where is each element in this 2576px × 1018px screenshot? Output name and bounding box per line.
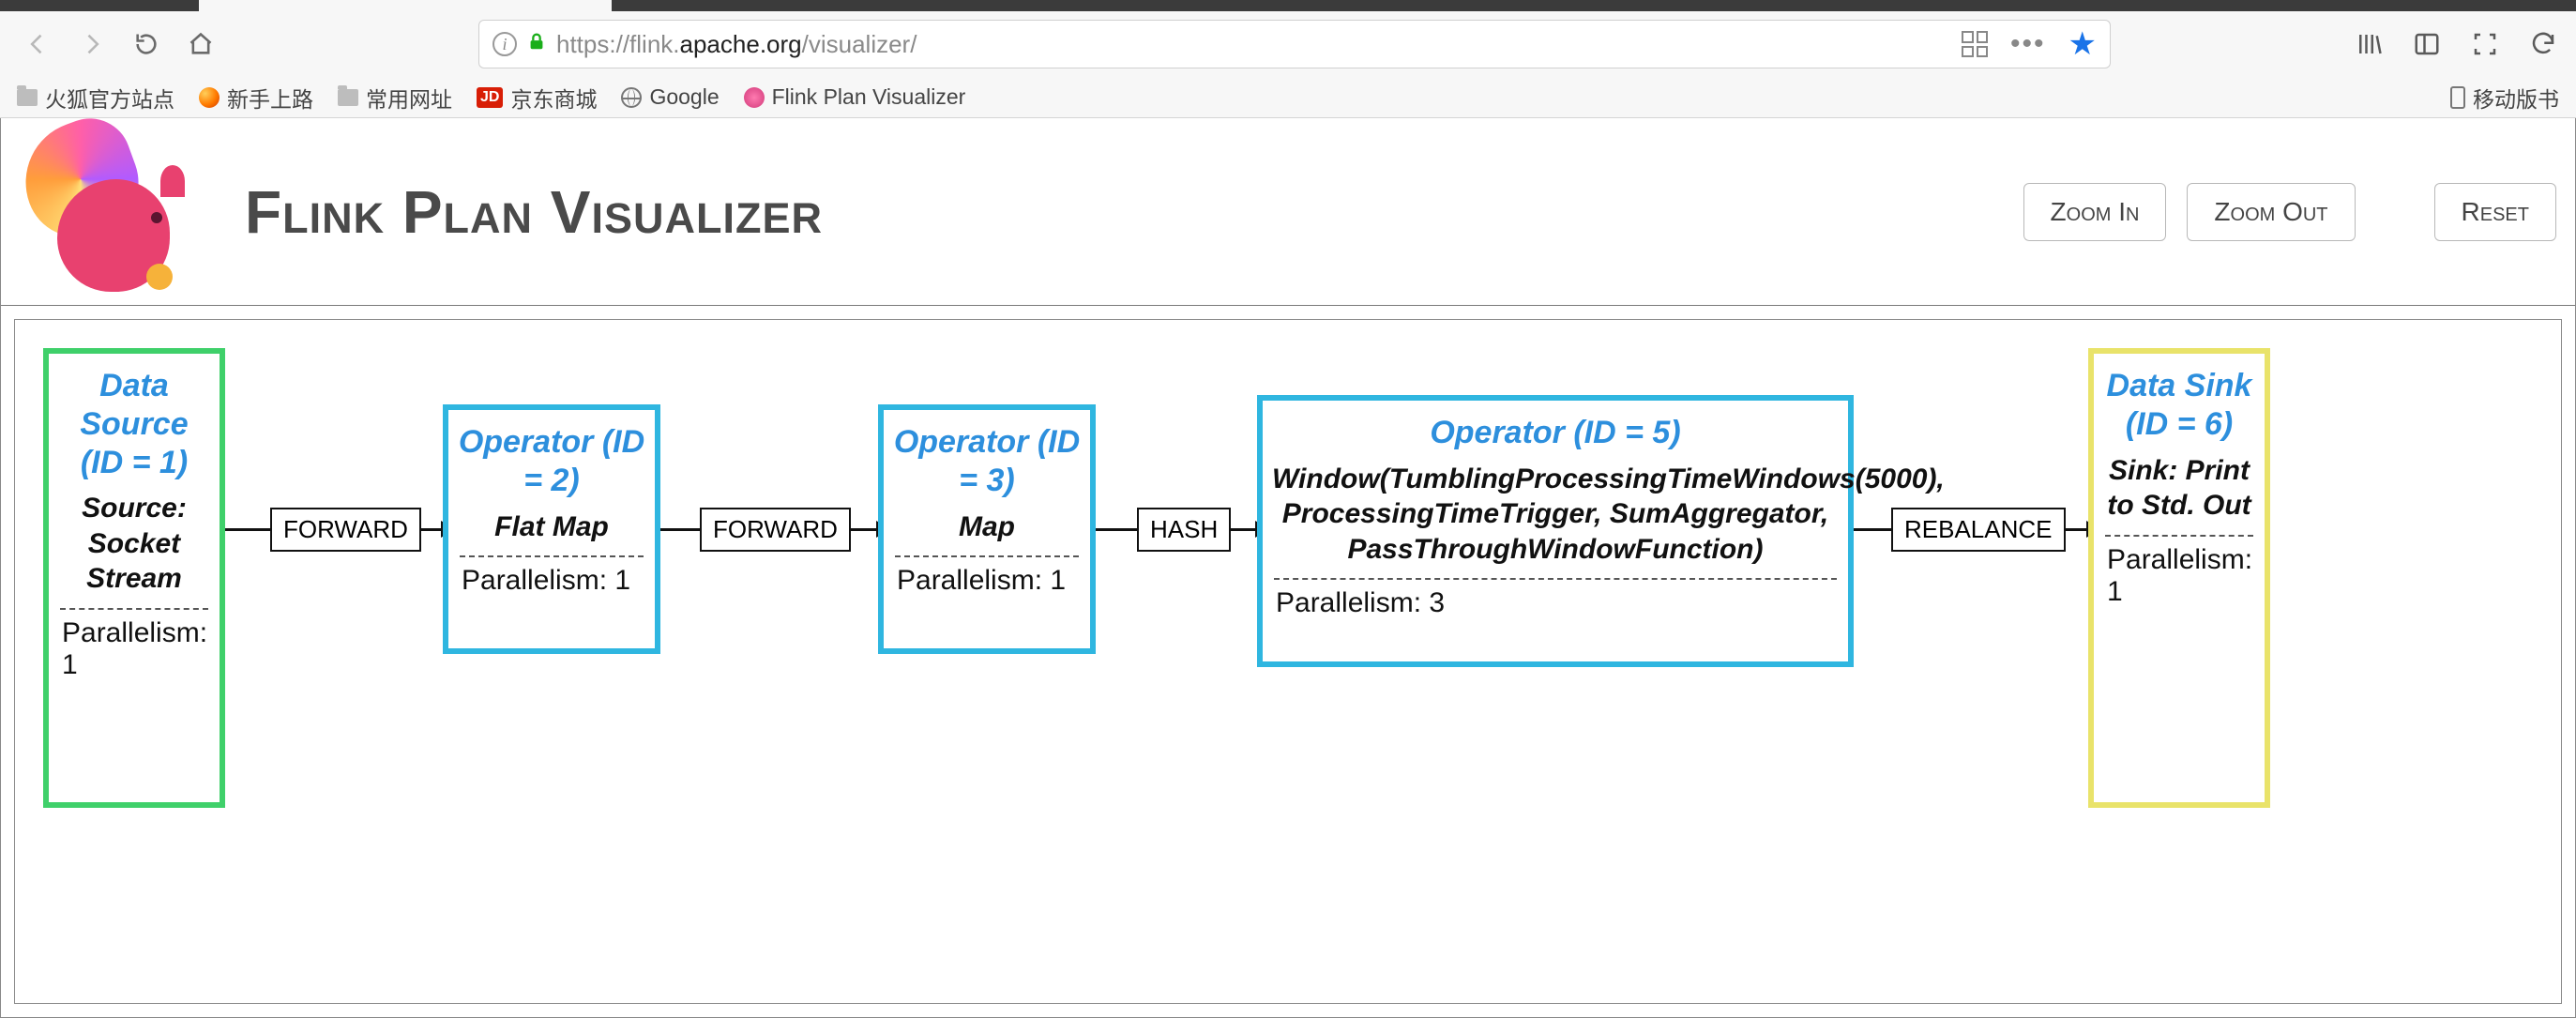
globe-icon: [621, 87, 642, 108]
node-description: Window(TumblingProcessingTimeWindows(500…: [1272, 462, 1839, 568]
node-parallelism: Parallelism: 1: [893, 565, 1081, 597]
flink-favicon-icon: [744, 87, 765, 108]
page-header: Flink Plan Visualizer Zoom In Zoom Out R…: [1, 118, 2575, 306]
sidebar-icon[interactable]: [2411, 28, 2443, 60]
qr-icon[interactable]: [1962, 31, 1988, 57]
bookmark-item[interactable]: 火狐官方站点: [17, 82, 174, 114]
home-button[interactable]: [180, 23, 221, 65]
folder-icon: [338, 89, 358, 106]
node-title: Data Sink (ID = 6): [2103, 367, 2255, 444]
node-description: Sink: Print to Std. Out: [2103, 453, 2255, 524]
plan-node-n6[interactable]: Data Sink (ID = 6) Sink: Print to Std. Ou…: [2088, 348, 2270, 808]
jd-icon: JD: [477, 87, 503, 108]
edge-label: FORWARD: [270, 508, 421, 552]
divider: [895, 555, 1079, 557]
plan-node-n1[interactable]: Data Source (ID = 1)Source: Socket Strea…: [43, 348, 225, 808]
lock-icon: [526, 30, 547, 59]
node-parallelism: Parallelism: 1: [458, 565, 645, 597]
page-content: Flink Plan Visualizer Zoom In Zoom Out R…: [0, 118, 2576, 1018]
node-description: Flat Map: [458, 509, 645, 545]
divider: [2105, 535, 2253, 537]
reset-button[interactable]: Reset: [2434, 183, 2556, 241]
browser-toolbar: i https://flink.apache.org/visualizer/ •…: [0, 11, 2576, 77]
mobile-bookmarks-label: 移动版书: [2473, 82, 2559, 114]
page-actions-icon[interactable]: •••: [2010, 28, 2046, 60]
divider: [60, 608, 208, 610]
flink-logo: [20, 123, 207, 301]
plan-canvas[interactable]: FORWARD FORWARD HASH REBALANCE Data Source (…: [14, 319, 2562, 1004]
bookmark-label: Flink Plan Visualizer: [772, 84, 966, 110]
bookmarks-bar: 火狐官方站点 新手上路 常用网址 JD 京东商城 Google Flink Plan Vis…: [0, 77, 2576, 118]
phone-icon: [2450, 86, 2465, 109]
folder-icon: [17, 89, 38, 106]
screenshot-icon[interactable]: [2469, 28, 2501, 60]
mobile-bookmarks[interactable]: 移动版书: [2450, 82, 2559, 114]
node-parallelism: Parallelism: 1: [58, 617, 210, 681]
library-icon[interactable]: [2353, 28, 2385, 60]
bookmark-label: 常用网址: [366, 82, 452, 114]
bookmark-label: 火狐官方站点: [45, 82, 174, 114]
bookmark-item[interactable]: 常用网址: [338, 82, 452, 114]
page-title: Flink Plan Visualizer: [245, 177, 823, 247]
node-parallelism: Parallelism: 1: [2103, 544, 2255, 608]
node-title: Operator (ID = 3): [893, 423, 1081, 500]
bookmark-label: Google: [649, 84, 719, 110]
zoom-out-button[interactable]: Zoom Out: [2187, 183, 2355, 241]
address-bar[interactable]: i https://flink.apache.org/visualizer/ •…: [478, 20, 2111, 68]
bookmark-star-icon[interactable]: ★: [2068, 25, 2097, 63]
node-description: Map: [893, 509, 1081, 545]
node-parallelism: Parallelism: 3: [1272, 587, 1839, 619]
edge-label: HASH: [1137, 508, 1231, 552]
node-title: Data Source (ID = 1): [58, 367, 210, 481]
divider: [1274, 578, 1837, 580]
reload-button[interactable]: [126, 23, 167, 65]
plan-node-n5[interactable]: Operator (ID = 5) Window(TumblingProcessi…: [1257, 395, 1854, 667]
bookmark-label: 京东商城: [510, 82, 597, 114]
url-text: https://flink.apache.org/visualizer/: [556, 30, 917, 59]
bookmark-item[interactable]: JD 京东商城: [477, 82, 597, 114]
node-title: Operator (ID = 2): [458, 423, 645, 500]
bookmark-label: 新手上路: [227, 82, 313, 114]
edge-label: REBALANCE: [1891, 508, 2066, 552]
undo-close-icon[interactable]: [2527, 28, 2559, 60]
plan-node-n3[interactable]: Operator (ID = 3) Map Parallelism: 1: [878, 404, 1096, 654]
bookmark-item[interactable]: Google: [621, 82, 719, 114]
bookmark-item[interactable]: 新手上路: [199, 82, 313, 114]
edge-label: FORWARD: [700, 508, 851, 552]
site-info-icon[interactable]: i: [492, 32, 517, 56]
bookmark-item[interactable]: Flink Plan Visualizer: [744, 82, 966, 114]
back-button[interactable]: [17, 23, 58, 65]
node-description: Source: Socket Stream: [58, 491, 210, 597]
forward-button[interactable]: [71, 23, 113, 65]
divider: [460, 555, 644, 557]
node-title: Operator (ID = 5): [1272, 414, 1839, 452]
firefox-icon: [199, 87, 220, 108]
browser-tab-strip: [0, 0, 2576, 11]
zoom-in-button[interactable]: Zoom In: [2023, 183, 2167, 241]
plan-node-n2[interactable]: Operator (ID = 2) Flat Map Parallelism: 1: [443, 404, 660, 654]
